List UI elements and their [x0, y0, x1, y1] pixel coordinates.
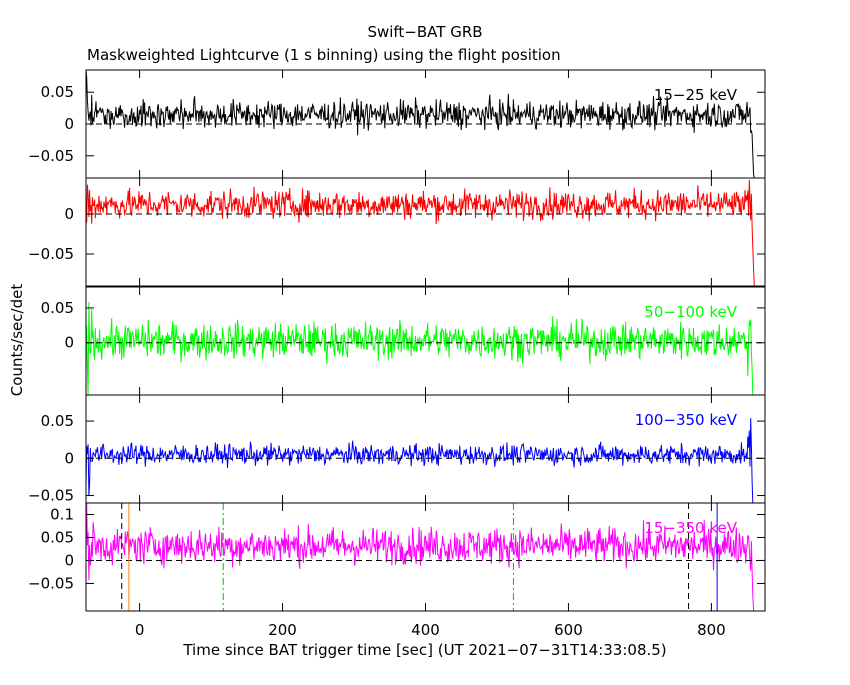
lightcurve-3: [86, 302, 755, 395]
x-tick-label: 400: [411, 621, 440, 639]
y-tick-label: 0: [64, 551, 74, 569]
panel-label-1: 15−25 keV: [654, 86, 738, 104]
lightcurve-4: [86, 418, 755, 503]
chart-title: Swift−BAT GRB: [367, 23, 482, 41]
y-tick-label: −0.05: [28, 245, 74, 263]
y-tick-label: 0: [64, 205, 74, 223]
x-tick-label: 800: [697, 621, 726, 639]
lightcurve-1: [86, 70, 755, 178]
panels: 0.05 0 −0.05 15−25 keV 0 −0.05 0.05 0 50−100 keV…: [28, 69, 766, 639]
y-tick-label: 0.05: [41, 528, 74, 546]
x-tick-label: 0: [135, 621, 145, 639]
y-tick-label: 0.1: [50, 505, 74, 523]
y-tick-label: −0.05: [28, 487, 74, 505]
y-tick-label: 0: [64, 115, 74, 133]
panel-1: 0.05 0 −0.05 15−25 keV: [28, 69, 766, 179]
y-axis-label: Counts/sec/det: [8, 284, 26, 397]
lightcurve-2: [86, 179, 755, 286]
x-tick-label: 600: [554, 621, 583, 639]
x-tick-label: 200: [268, 621, 297, 639]
panel-label-4: 100−350 keV: [635, 411, 738, 429]
lightcurve-5: [86, 503, 755, 611]
y-tick-label: −0.05: [28, 147, 74, 165]
y-tick-label: 0: [64, 334, 74, 352]
y-tick-label: 0.05: [41, 83, 74, 101]
y-tick-label: 0: [64, 449, 74, 467]
chart-subtitle: Maskweighted Lightcurve (1 s binning) us…: [87, 46, 561, 64]
panel-frame-2: [85, 177, 766, 287]
panel-4: 0.05 0 −0.05 100−350 keV: [28, 394, 766, 505]
panel-2: 0 −0.05: [28, 177, 766, 287]
y-tick-label: 0.05: [41, 412, 74, 430]
y-tick-label: 0.05: [41, 299, 74, 317]
panel-3: 0.05 0 50−100 keV: [41, 286, 766, 396]
panel-label-5: 15−350 keV: [644, 519, 737, 537]
y-tick-label: −0.05: [28, 574, 74, 592]
x-axis-label: Time since BAT trigger time [sec] (UT 20…: [182, 641, 666, 659]
panel-label-3: 50−100 keV: [644, 303, 737, 321]
panel-5: 0.1 0.05 0 −0.05 0 200 400 600 800 15−350 keV: [28, 502, 766, 639]
